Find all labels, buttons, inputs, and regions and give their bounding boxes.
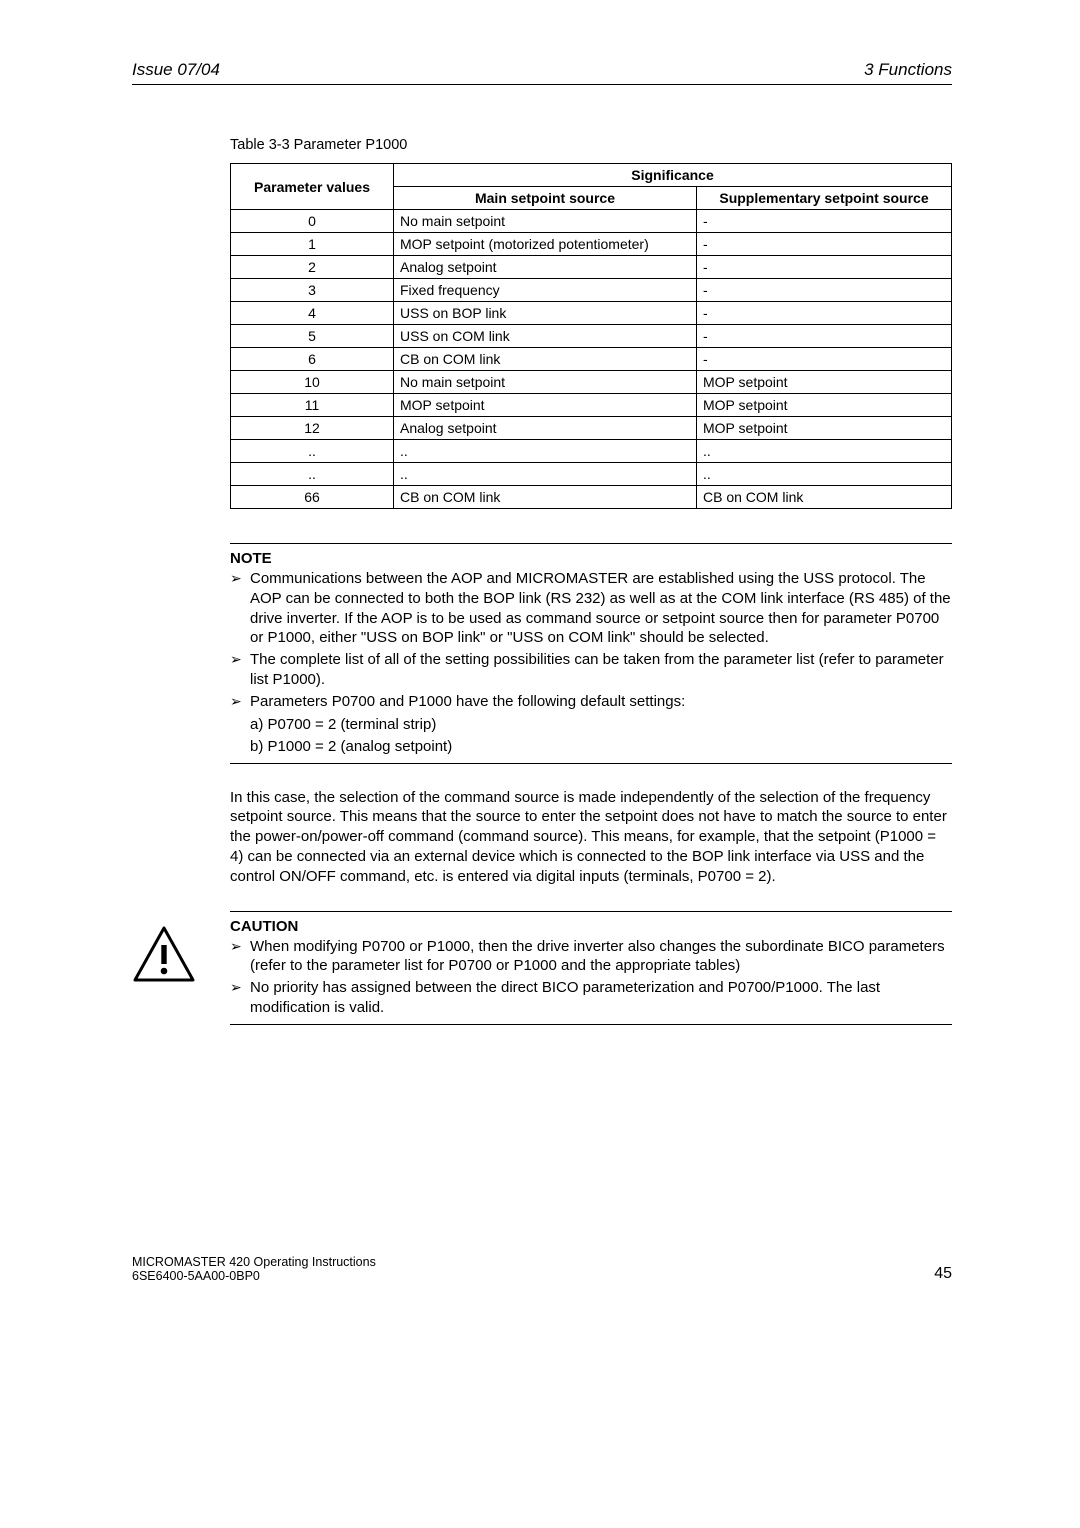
cell-main-setpoint: USS on COM link <box>394 325 697 348</box>
note-sub-a: a) P0700 = 2 (terminal strip) <box>250 714 952 737</box>
table-body: 0No main setpoint-1MOP setpoint (motoriz… <box>231 210 952 509</box>
cell-parameter-value: 12 <box>231 417 394 440</box>
cell-supp-setpoint: .. <box>697 440 952 463</box>
note-text: Communications between the AOP and MICRO… <box>250 569 952 648</box>
list-item: Communications between the AOP and MICRO… <box>230 569 952 648</box>
table-header-row: Parameter values Significance <box>231 164 952 187</box>
table-row: 12Analog setpointMOP setpoint <box>231 417 952 440</box>
chevron-right-icon <box>230 650 250 690</box>
list-item: Parameters P0700 and P1000 have the foll… <box>230 692 952 712</box>
table-row: 4USS on BOP link- <box>231 302 952 325</box>
col-supp-setpoint: Supplementary setpoint source <box>697 187 952 210</box>
cell-parameter-value: 4 <box>231 302 394 325</box>
footer-line2: 6SE6400-5AA00-0BP0 <box>132 1269 376 1283</box>
chevron-right-icon <box>230 569 250 648</box>
cell-main-setpoint: No main setpoint <box>394 210 697 233</box>
table-row: ...... <box>231 440 952 463</box>
footer-line1: MICROMASTER 420 Operating Instructions <box>132 1255 376 1269</box>
footer-left: MICROMASTER 420 Operating Instructions 6… <box>132 1255 376 1283</box>
note-text: The complete list of all of the setting … <box>250 650 952 690</box>
cell-supp-setpoint: - <box>697 233 952 256</box>
content-area: Table 3-3 Parameter P1000 Parameter valu… <box>230 137 952 887</box>
cell-supp-setpoint: MOP setpoint <box>697 394 952 417</box>
cell-main-setpoint: No main setpoint <box>394 371 697 394</box>
cell-supp-setpoint: CB on COM link <box>697 486 952 509</box>
table-row: 3Fixed frequency- <box>231 279 952 302</box>
caution-text: No priority has assigned between the dir… <box>250 978 952 1018</box>
cell-supp-setpoint: - <box>697 279 952 302</box>
cell-parameter-value: 11 <box>231 394 394 417</box>
cell-parameter-value: 5 <box>231 325 394 348</box>
caution-text: When modifying P0700 or P1000, then the … <box>250 937 952 977</box>
header-rule <box>132 84 952 85</box>
cell-supp-setpoint: - <box>697 256 952 279</box>
table-row: 10No main setpointMOP setpoint <box>231 371 952 394</box>
table-row: 2Analog setpoint- <box>231 256 952 279</box>
chevron-right-icon <box>230 978 250 1018</box>
cell-parameter-value: 66 <box>231 486 394 509</box>
caution-section: CAUTION When modifying P0700 or P1000, t… <box>132 911 952 1025</box>
col-significance: Significance <box>394 164 952 187</box>
cell-parameter-value: .. <box>231 440 394 463</box>
cell-main-setpoint: CB on COM link <box>394 486 697 509</box>
table-row: ...... <box>231 463 952 486</box>
note-box: NOTE Communications between the AOP and … <box>230 543 952 764</box>
header-left: Issue 07/04 <box>132 60 220 80</box>
cell-main-setpoint: MOP setpoint <box>394 394 697 417</box>
cell-supp-setpoint: - <box>697 348 952 371</box>
table-row: 66CB on COM linkCB on COM link <box>231 486 952 509</box>
page-header: Issue 07/04 3 Functions <box>132 60 952 80</box>
cell-parameter-value: 1 <box>231 233 394 256</box>
table-row: 5USS on COM link- <box>231 325 952 348</box>
parameter-table: Parameter values Significance Main setpo… <box>230 163 952 509</box>
cell-supp-setpoint: - <box>697 210 952 233</box>
cell-supp-setpoint: MOP setpoint <box>697 417 952 440</box>
cell-parameter-value: 10 <box>231 371 394 394</box>
table-row: 6CB on COM link- <box>231 348 952 371</box>
cell-main-setpoint: CB on COM link <box>394 348 697 371</box>
page: Issue 07/04 3 Functions Table 3-3 Parame… <box>0 0 1080 1323</box>
cell-main-setpoint: USS on BOP link <box>394 302 697 325</box>
page-number: 45 <box>934 1265 952 1283</box>
caution-list: When modifying P0700 or P1000, then the … <box>230 937 952 1018</box>
list-item: No priority has assigned between the dir… <box>230 978 952 1018</box>
list-item: When modifying P0700 or P1000, then the … <box>230 937 952 977</box>
cell-supp-setpoint: MOP setpoint <box>697 371 952 394</box>
cell-main-setpoint: Analog setpoint <box>394 256 697 279</box>
note-text: Parameters P0700 and P1000 have the foll… <box>250 692 685 712</box>
list-item: The complete list of all of the setting … <box>230 650 952 690</box>
warning-icon <box>132 911 230 983</box>
cell-parameter-value: 0 <box>231 210 394 233</box>
header-right: 3 Functions <box>864 60 952 80</box>
page-footer: MICROMASTER 420 Operating Instructions 6… <box>132 1255 952 1283</box>
cell-supp-setpoint: - <box>697 302 952 325</box>
caution-box: CAUTION When modifying P0700 or P1000, t… <box>230 911 952 1025</box>
note-sub-b: b) P1000 = 2 (analog setpoint) <box>250 736 952 759</box>
table-row: 11MOP setpointMOP setpoint <box>231 394 952 417</box>
cell-parameter-value: .. <box>231 463 394 486</box>
cell-supp-setpoint: - <box>697 325 952 348</box>
cell-parameter-value: 2 <box>231 256 394 279</box>
cell-main-setpoint: Fixed frequency <box>394 279 697 302</box>
note-list: Communications between the AOP and MICRO… <box>230 569 952 712</box>
cell-main-setpoint: .. <box>394 440 697 463</box>
cell-supp-setpoint: .. <box>697 463 952 486</box>
cell-main-setpoint: Analog setpoint <box>394 417 697 440</box>
cell-main-setpoint: MOP setpoint (motorized potentiometer) <box>394 233 697 256</box>
col-parameter-values: Parameter values <box>231 164 394 210</box>
table-caption: Table 3-3 Parameter P1000 <box>230 137 952 153</box>
table-row: 0No main setpoint- <box>231 210 952 233</box>
caution-title: CAUTION <box>230 918 952 935</box>
cell-parameter-value: 6 <box>231 348 394 371</box>
note-title: NOTE <box>230 550 952 567</box>
col-main-setpoint: Main setpoint source <box>394 187 697 210</box>
chevron-right-icon <box>230 937 250 977</box>
cell-main-setpoint: .. <box>394 463 697 486</box>
chevron-right-icon <box>230 692 250 712</box>
table-row: 1MOP setpoint (motorized potentiometer)- <box>231 233 952 256</box>
body-paragraph: In this case, the selection of the comma… <box>230 788 952 887</box>
cell-parameter-value: 3 <box>231 279 394 302</box>
